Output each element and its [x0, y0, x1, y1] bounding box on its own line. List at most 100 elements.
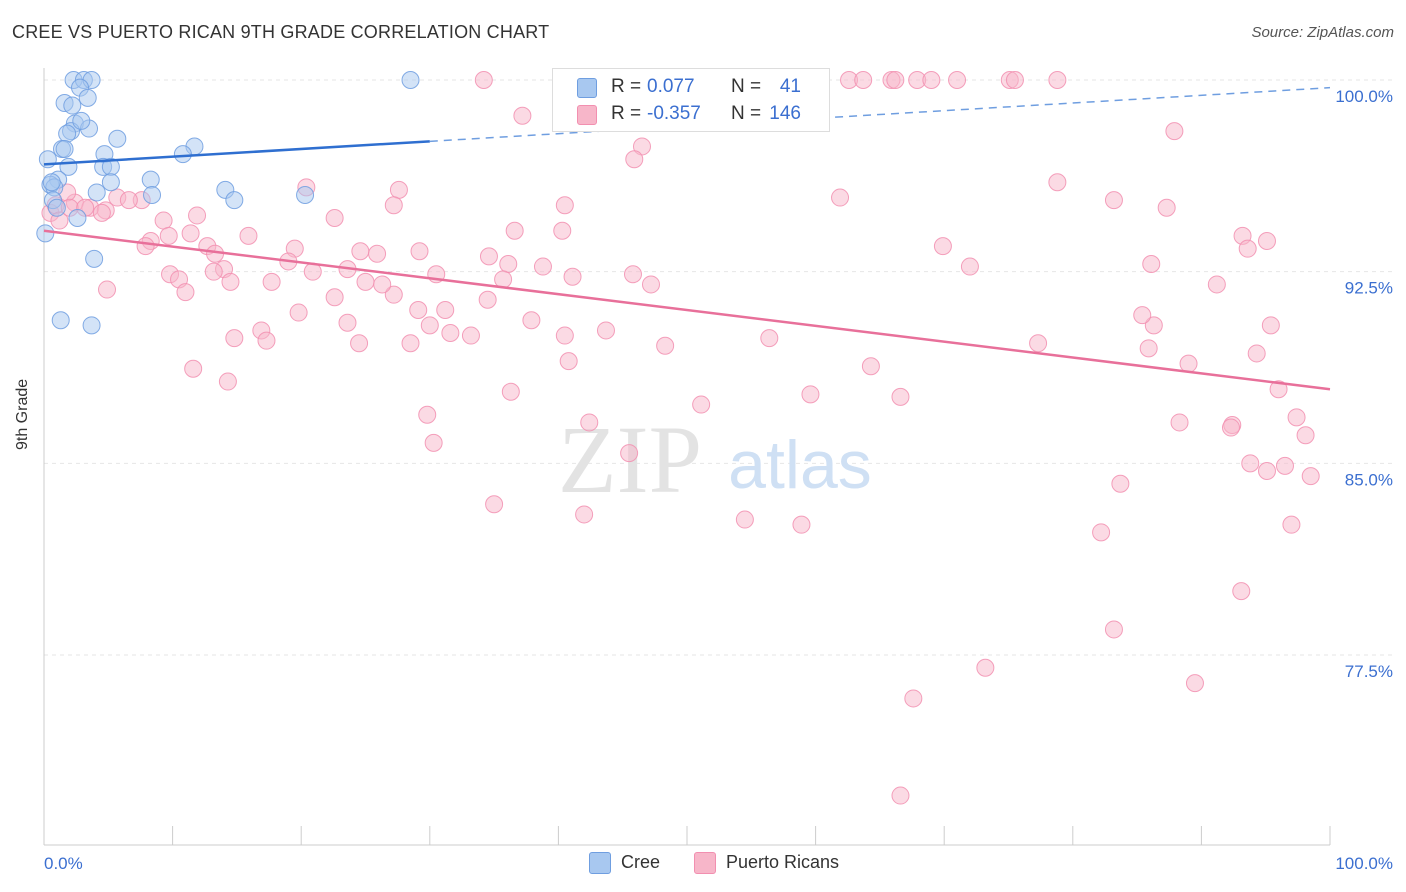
puerto-rican-point	[325, 288, 344, 307]
chart-title: CREE VS PUERTO RICAN 9TH GRADE CORRELATI…	[12, 22, 550, 42]
y-tick-label: 100.0%	[1335, 87, 1393, 106]
puerto-rican-point	[351, 242, 370, 261]
watermark-atlas: atlas	[728, 427, 872, 503]
puerto-rican-point	[384, 285, 403, 304]
puerto-rican-point	[257, 331, 276, 350]
puerto-rican-point	[479, 247, 498, 266]
puerto-rican-point	[533, 257, 552, 276]
cree-trend-extension	[429, 86, 1331, 143]
puerto-rican-point	[555, 196, 574, 215]
puerto-rican-point	[1275, 456, 1294, 475]
puerto-rican-point	[188, 206, 207, 225]
puerto-rican-trend-line	[43, 229, 1331, 391]
puerto-rican-point	[1247, 344, 1266, 363]
bottom-legend-label-cree: Cree	[621, 852, 661, 872]
puerto-rican-point	[119, 191, 138, 210]
puerto-rican-point	[854, 71, 873, 89]
puerto-rican-point	[904, 689, 923, 708]
cree-point	[72, 111, 91, 130]
puerto-rican-point	[575, 505, 594, 524]
puerto-rican-point	[861, 357, 880, 376]
puerto-rican-point	[831, 188, 850, 207]
puerto-rican-point	[1257, 232, 1276, 250]
puerto-rican-point	[389, 180, 408, 199]
puerto-rican-point	[1133, 306, 1152, 325]
puerto-rican-point	[92, 203, 111, 222]
cree-point	[101, 173, 120, 192]
legend-n-value: 41	[779, 76, 801, 97]
legend-r-value: 0.077	[647, 76, 695, 97]
cree-point	[55, 140, 74, 158]
puerto-rican-point	[221, 272, 240, 291]
puerto-rican-point	[623, 265, 642, 284]
cree-point	[51, 311, 70, 330]
puerto-rican-point	[384, 196, 403, 215]
legend-n-label: N =	[731, 103, 762, 124]
puerto-rican-point	[1139, 339, 1158, 358]
puerto-rican-point	[368, 244, 387, 263]
puerto-rican-point	[801, 385, 820, 404]
puerto-rican-point	[1157, 198, 1176, 217]
y-tick-label: 92.5%	[1345, 279, 1393, 298]
cree-point	[173, 145, 192, 164]
bottom-legend-swatch-puerto-ricans	[694, 852, 716, 874]
puerto-rican-point	[204, 262, 223, 281]
puerto-rican-point	[933, 237, 952, 256]
x-tick-label-max: 100.0%	[1335, 854, 1393, 873]
puerto-rican-point	[1092, 523, 1111, 542]
puerto-rican-point	[735, 510, 754, 529]
puerto-rican-point	[960, 257, 979, 276]
legend-swatch-puerto-ricans	[577, 105, 597, 125]
puerto-rican-point	[424, 433, 443, 452]
puerto-rican-point	[1207, 275, 1226, 294]
puerto-rican-point	[1048, 173, 1067, 192]
correlation-legend: R = 0.077 N = 41 R = -0.357 N = 146	[552, 68, 830, 132]
legend-n-value: 146	[769, 103, 801, 124]
puerto-rican-point	[98, 280, 117, 299]
puerto-rican-point	[501, 382, 520, 401]
puerto-rican-point	[559, 352, 578, 371]
puerto-rican-point	[522, 311, 541, 330]
puerto-rican-point	[656, 336, 675, 355]
cree-point	[141, 170, 160, 189]
puerto-rican-point	[436, 301, 455, 319]
puerto-rican-point	[1104, 191, 1123, 210]
puerto-rican-point	[1170, 413, 1189, 432]
legend-row-cree: R = 0.077 N = 41	[553, 74, 829, 100]
cree-point	[87, 183, 106, 202]
y-tick-labels: 77.5% 85.0% 92.5% 100.0%	[1335, 87, 1393, 681]
puerto-rican-point	[176, 283, 195, 302]
puerto-rican-point	[792, 515, 811, 534]
cree-point	[296, 186, 315, 204]
puerto-rican-point	[461, 326, 480, 345]
legend-r-value: -0.357	[647, 103, 701, 124]
puerto-rican-point	[401, 334, 420, 353]
puerto-rican-point	[580, 413, 599, 432]
puerto-rican-point	[891, 786, 910, 805]
puerto-rican-point	[1282, 515, 1301, 534]
puerto-rican-point	[1142, 255, 1161, 273]
puerto-rican-point	[184, 359, 203, 378]
cree-point	[58, 124, 77, 143]
puerto-rican-point	[1048, 71, 1067, 89]
cree-point	[78, 88, 97, 107]
data-points	[36, 71, 1320, 805]
x-tick-label-min: 0.0%	[44, 854, 83, 873]
bottom-legend-swatch-cree	[589, 852, 611, 874]
chart-source: Source: ZipAtlas.com	[1251, 24, 1394, 41]
cree-point	[225, 191, 244, 210]
cree-point	[36, 224, 55, 243]
puerto-rican-point	[409, 301, 428, 319]
puerto-rican-point	[1144, 316, 1163, 335]
puerto-rican-point	[1111, 474, 1130, 493]
puerto-rican-point	[441, 324, 460, 342]
puerto-rican-point	[1179, 354, 1198, 373]
y-tick-label: 85.0%	[1345, 470, 1393, 489]
puerto-rican-point	[513, 106, 532, 125]
puerto-rican-point	[373, 275, 392, 294]
legend-row-puerto-ricans: R = -0.357 N = 146	[553, 101, 829, 127]
puerto-rican-point	[1257, 462, 1276, 480]
cree-point	[82, 316, 101, 335]
watermark: ZIP atlas	[558, 406, 872, 513]
puerto-rican-point	[1232, 582, 1251, 601]
